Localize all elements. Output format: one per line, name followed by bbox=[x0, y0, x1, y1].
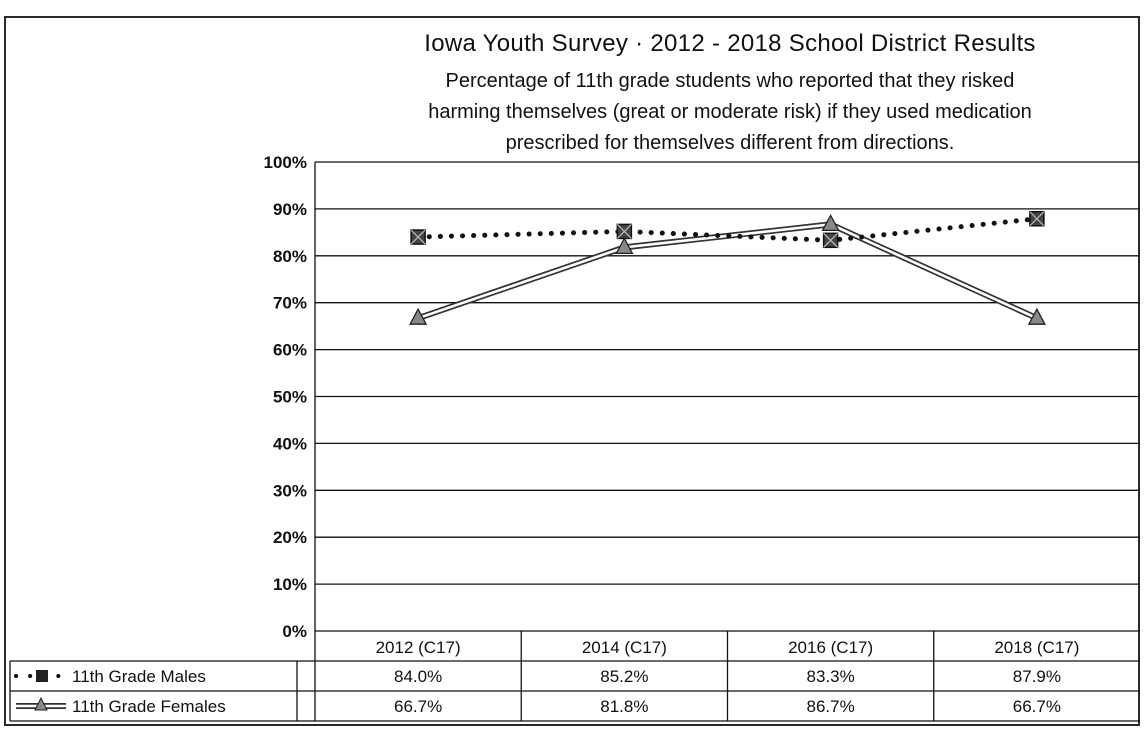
males-value-label: 84.0% bbox=[394, 667, 442, 686]
females-marker bbox=[821, 213, 840, 232]
category-label: 2018 (C17) bbox=[994, 638, 1079, 657]
males-value-label: 87.9% bbox=[1013, 667, 1061, 686]
females-value-label: 81.8% bbox=[600, 697, 648, 716]
females-value-label: 86.7% bbox=[807, 697, 855, 716]
y-tick-label: 100% bbox=[264, 153, 307, 172]
chart-subtitle-line-1: Percentage of 11th grade students who re… bbox=[445, 70, 1015, 92]
males-series-label: 11th Grade Males bbox=[72, 667, 206, 686]
males-line bbox=[415, 216, 1040, 243]
chart-subtitle-line-3: prescribed for themselves different from… bbox=[505, 132, 955, 154]
y-tick-label: 20% bbox=[273, 528, 307, 547]
females-marker bbox=[1027, 307, 1046, 325]
chart-subtitle-line-2: harming themselves (great or moderate ri… bbox=[428, 101, 1032, 123]
y-tick-label: 90% bbox=[273, 200, 307, 219]
y-tick-label: 10% bbox=[273, 575, 307, 594]
males-value-label: 85.2% bbox=[600, 667, 648, 686]
females-series-label: 11th Grade Females bbox=[72, 697, 226, 716]
males-marker bbox=[410, 229, 426, 245]
chart-frame bbox=[4, 16, 1140, 726]
y-tick-label: 50% bbox=[273, 388, 307, 407]
females-value-label: 66.7% bbox=[394, 697, 442, 716]
category-label: 2014 (C17) bbox=[582, 638, 667, 657]
females-legend-marker bbox=[34, 696, 48, 711]
y-tick-label: 40% bbox=[273, 434, 307, 453]
males-value-label: 83.3% bbox=[807, 667, 855, 686]
y-tick-label: 0% bbox=[282, 622, 307, 641]
category-label: 2016 (C17) bbox=[788, 638, 873, 657]
females-marker bbox=[409, 307, 428, 325]
females-line bbox=[417, 221, 1039, 322]
males-legend-marker bbox=[36, 670, 48, 682]
females-marker bbox=[615, 236, 634, 255]
y-tick-label: 30% bbox=[273, 481, 307, 500]
males-marker bbox=[1029, 210, 1045, 227]
category-label: 2012 (C17) bbox=[376, 638, 461, 657]
males-marker bbox=[822, 232, 839, 249]
y-tick-label: 60% bbox=[273, 341, 307, 360]
y-tick-label: 70% bbox=[273, 294, 307, 313]
y-tick-label: 80% bbox=[273, 247, 307, 266]
chart-title: Iowa Youth Survey · 2012 - 2018 School D… bbox=[424, 30, 1036, 57]
females-value-label: 66.7% bbox=[1013, 697, 1061, 716]
males-marker bbox=[616, 223, 633, 240]
